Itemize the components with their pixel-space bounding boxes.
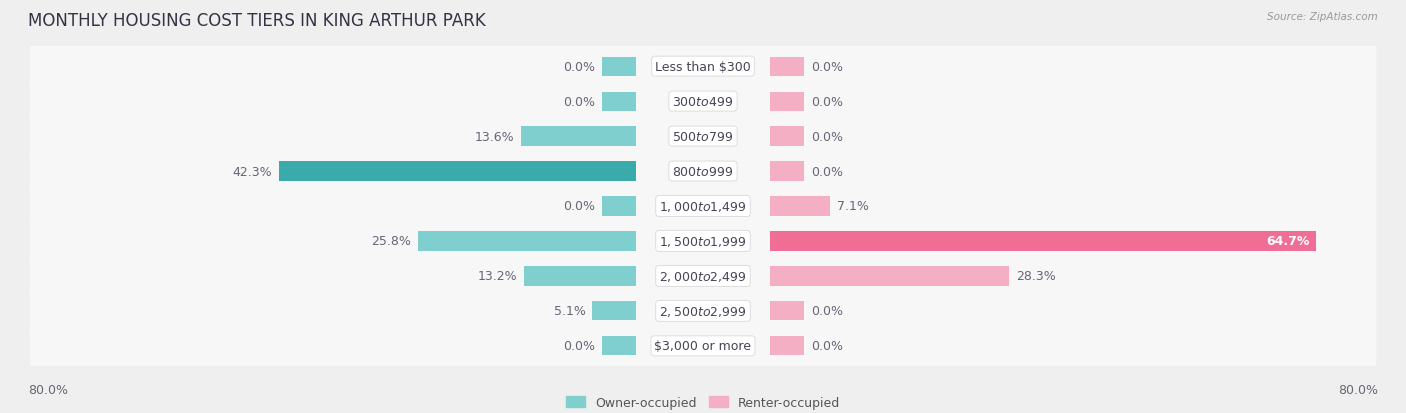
Bar (770, 127, 804, 146)
FancyBboxPatch shape (30, 256, 1376, 297)
FancyBboxPatch shape (30, 81, 1376, 123)
Bar (770, 337, 804, 356)
Text: $800 to $999: $800 to $999 (672, 165, 734, 178)
Bar (520, 127, 636, 146)
Bar (278, 162, 636, 181)
Bar (602, 92, 636, 112)
Bar (770, 267, 1010, 286)
Legend: Owner-occupied, Renter-occupied: Owner-occupied, Renter-occupied (561, 391, 845, 413)
Text: 0.0%: 0.0% (811, 61, 844, 74)
Text: $300 to $499: $300 to $499 (672, 95, 734, 108)
Bar (770, 301, 804, 321)
Text: 0.0%: 0.0% (562, 61, 595, 74)
Text: 80.0%: 80.0% (28, 384, 67, 396)
FancyBboxPatch shape (30, 150, 1376, 193)
FancyBboxPatch shape (30, 220, 1376, 263)
Text: 0.0%: 0.0% (811, 95, 844, 108)
Text: 5.1%: 5.1% (554, 305, 586, 318)
Bar (770, 162, 804, 181)
FancyBboxPatch shape (30, 186, 1376, 227)
Text: 28.3%: 28.3% (1017, 270, 1056, 283)
Text: 42.3%: 42.3% (232, 165, 271, 178)
Text: 13.6%: 13.6% (474, 130, 515, 143)
Bar (592, 301, 636, 321)
Bar (770, 232, 1316, 251)
Text: $2,500 to $2,999: $2,500 to $2,999 (659, 304, 747, 318)
FancyBboxPatch shape (30, 151, 1376, 192)
Bar (770, 57, 804, 76)
FancyBboxPatch shape (30, 81, 1376, 122)
FancyBboxPatch shape (30, 290, 1376, 332)
Text: 0.0%: 0.0% (811, 305, 844, 318)
Bar (602, 337, 636, 356)
Text: MONTHLY HOUSING COST TIERS IN KING ARTHUR PARK: MONTHLY HOUSING COST TIERS IN KING ARTHU… (28, 12, 486, 30)
Text: $500 to $799: $500 to $799 (672, 130, 734, 143)
Text: 0.0%: 0.0% (811, 130, 844, 143)
Bar (770, 92, 804, 112)
FancyBboxPatch shape (30, 255, 1376, 297)
Text: $1,500 to $1,999: $1,500 to $1,999 (659, 235, 747, 248)
Text: Less than $300: Less than $300 (655, 61, 751, 74)
FancyBboxPatch shape (30, 185, 1376, 228)
FancyBboxPatch shape (30, 325, 1376, 367)
Bar (770, 197, 831, 216)
FancyBboxPatch shape (30, 46, 1376, 88)
Bar (524, 267, 636, 286)
Text: 13.2%: 13.2% (478, 270, 517, 283)
Text: 25.8%: 25.8% (371, 235, 411, 248)
Text: $3,000 or more: $3,000 or more (655, 339, 751, 352)
Bar (602, 197, 636, 216)
Text: 0.0%: 0.0% (562, 200, 595, 213)
Text: $2,000 to $2,499: $2,000 to $2,499 (659, 269, 747, 283)
Text: 80.0%: 80.0% (1339, 384, 1378, 396)
Bar (602, 57, 636, 76)
Text: 7.1%: 7.1% (837, 200, 869, 213)
Text: 0.0%: 0.0% (811, 165, 844, 178)
Text: 0.0%: 0.0% (811, 339, 844, 352)
FancyBboxPatch shape (30, 46, 1376, 88)
Text: $1,000 to $1,499: $1,000 to $1,499 (659, 199, 747, 214)
Bar (418, 232, 636, 251)
FancyBboxPatch shape (30, 116, 1376, 158)
Text: 0.0%: 0.0% (562, 339, 595, 352)
FancyBboxPatch shape (30, 221, 1376, 262)
Text: 0.0%: 0.0% (562, 95, 595, 108)
FancyBboxPatch shape (30, 291, 1376, 332)
FancyBboxPatch shape (30, 116, 1376, 157)
Text: 64.7%: 64.7% (1267, 235, 1309, 248)
FancyBboxPatch shape (30, 325, 1376, 367)
Text: Source: ZipAtlas.com: Source: ZipAtlas.com (1267, 12, 1378, 22)
